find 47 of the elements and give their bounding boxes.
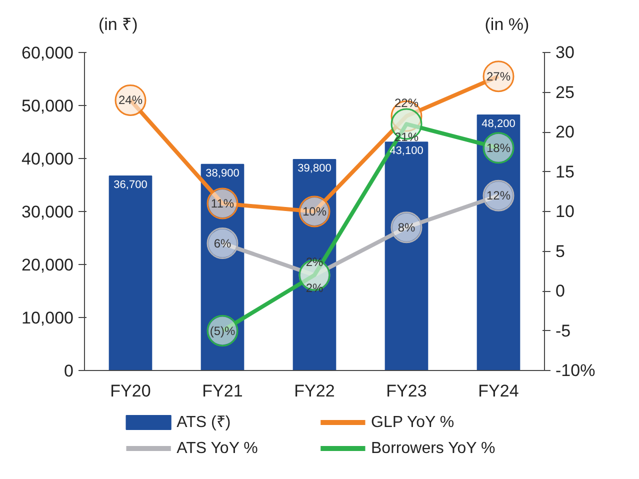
data-label: (5)%: [210, 324, 236, 338]
data-label: 36,700: [114, 178, 148, 191]
data-label: 18%: [486, 140, 511, 155]
y2-tick-label: 20: [556, 122, 574, 142]
data-label: 12%: [486, 188, 511, 203]
data-label: 8%: [398, 220, 416, 234]
y-axis-title: (in ₹): [98, 15, 138, 34]
legend-label: GLP YoY %: [371, 414, 454, 431]
y2-tick-label: 15: [556, 162, 574, 182]
y2-tick-label: 30: [556, 43, 574, 62]
y-tick-label: 50,000: [22, 96, 74, 116]
x-tick-label: FY24: [478, 382, 519, 400]
x-tick-label: FY23: [386, 382, 427, 400]
data-label: 2%: [306, 281, 324, 296]
x-tick-label: FY20: [110, 382, 151, 400]
y2-tick-label: -10%: [556, 361, 596, 380]
data-label: 38,900: [206, 167, 240, 180]
bar: [384, 142, 428, 370]
y-tick-label: 0: [64, 362, 74, 380]
data-label: 6%: [214, 236, 232, 250]
y2-tick-label: 5: [556, 242, 565, 261]
x-tick-label: FY22: [294, 382, 335, 400]
y2-tick-label: 25: [556, 82, 574, 102]
y2-tick-label: 0: [556, 282, 565, 300]
bar: [108, 175, 152, 370]
y2-tick-label: -5: [556, 321, 571, 340]
y-tick-label: 40,000: [22, 150, 74, 168]
data-label: 43,100: [390, 145, 424, 158]
legend-label: ATS (₹): [176, 414, 231, 431]
data-label: 11%: [210, 196, 234, 211]
y-tick-label: 10,000: [22, 308, 74, 328]
data-label: 24%: [118, 93, 143, 108]
data-label: 48,200: [482, 118, 516, 130]
y-tick-label: 30,000: [22, 202, 74, 222]
y-tick-label: 60,000: [22, 44, 74, 62]
bar: [476, 114, 520, 370]
y2-tick-label: 10: [556, 202, 574, 221]
data-label: 39,800: [298, 162, 332, 175]
y-tick-label: 20,000: [22, 256, 74, 274]
data-label: 10%: [302, 204, 327, 218]
bar: [200, 164, 244, 370]
legend-label: Borrowers YoY %: [371, 440, 496, 457]
legend-label: ATS YoY %: [176, 440, 258, 457]
y2-axis-title: (in %): [484, 15, 530, 34]
bar: [292, 159, 336, 370]
x-tick-label: FY21: [202, 382, 243, 400]
data-label: 27%: [486, 69, 511, 84]
